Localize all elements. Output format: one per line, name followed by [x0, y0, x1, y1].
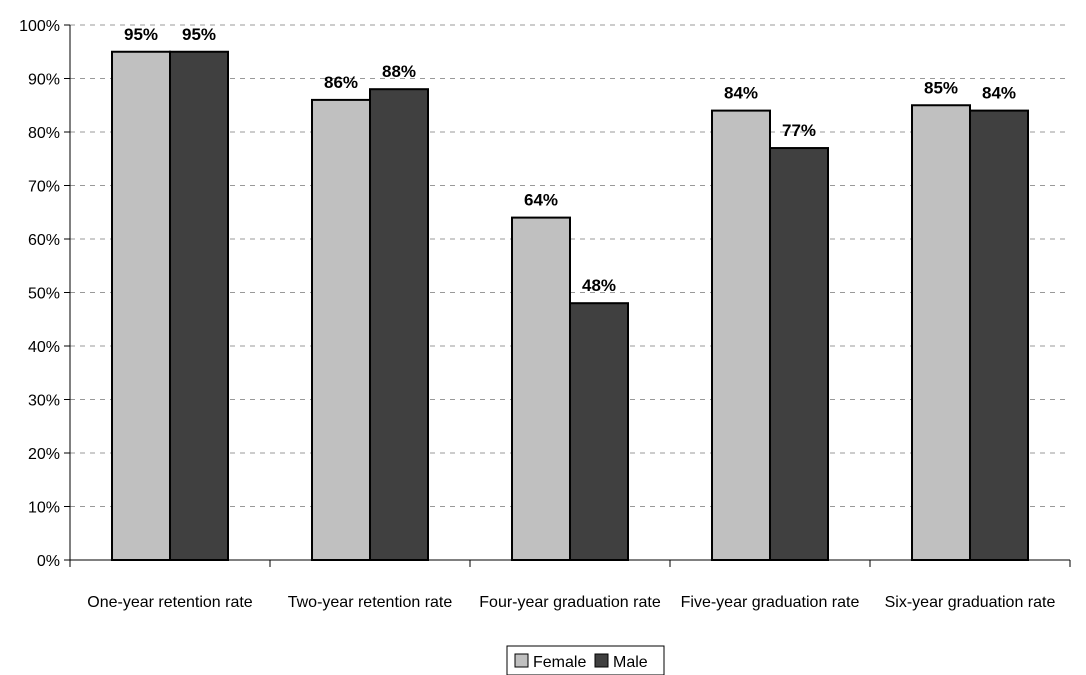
bars — [111, 50, 1029, 562]
category-label: Four-year graduation rate — [479, 594, 661, 611]
bar-female — [111, 50, 171, 561]
bar-male — [769, 147, 829, 562]
bar-male — [969, 109, 1029, 561]
y-tick-label: 40% — [28, 339, 60, 356]
y-tick-label: 60% — [28, 232, 60, 249]
legend-swatch-female — [514, 653, 529, 668]
category-label: Five-year graduation rate — [681, 594, 860, 611]
data-label: 84% — [724, 84, 758, 103]
y-tick-label: 90% — [28, 72, 60, 89]
y-tick-label: 20% — [28, 446, 60, 463]
legend-label: Female — [533, 654, 586, 671]
data-label: 64% — [524, 191, 558, 210]
category-label: Two-year retention rate — [288, 594, 453, 611]
bar-male — [369, 88, 429, 561]
category-label: Six-year graduation rate — [885, 594, 1056, 611]
legend: Female Male — [506, 645, 665, 675]
data-label: 95% — [124, 25, 158, 44]
y-tick-label: 50% — [28, 286, 60, 303]
data-label: 95% — [182, 25, 216, 44]
labels: 0% 10% 20% 30% 40% 50% 60% 70% 80% 90% 100% 95% 95% O… — [19, 18, 1055, 611]
bar-female — [911, 104, 971, 561]
legend-swatch-male — [594, 653, 609, 668]
bar-female — [711, 109, 771, 561]
y-tick-label: 80% — [28, 125, 60, 142]
data-label: 48% — [582, 276, 616, 295]
category-label: One-year retention rate — [87, 594, 253, 611]
data-label: 88% — [382, 62, 416, 81]
legend-label: Male — [613, 654, 648, 671]
data-label: 84% — [982, 84, 1016, 103]
data-label: 77% — [782, 121, 816, 140]
y-tick-label: 10% — [28, 500, 60, 517]
y-tick-label: 70% — [28, 179, 60, 196]
y-tick-label: 100% — [19, 18, 60, 35]
y-tick-label: 0% — [37, 553, 60, 570]
bar-female — [511, 216, 571, 561]
y-tick-label: 30% — [28, 393, 60, 410]
bar-female — [311, 98, 371, 562]
data-label: 85% — [924, 78, 958, 97]
bar-male — [569, 302, 629, 561]
legend-box — [506, 645, 665, 675]
data-label: 86% — [324, 73, 358, 92]
bar-male — [169, 50, 229, 561]
